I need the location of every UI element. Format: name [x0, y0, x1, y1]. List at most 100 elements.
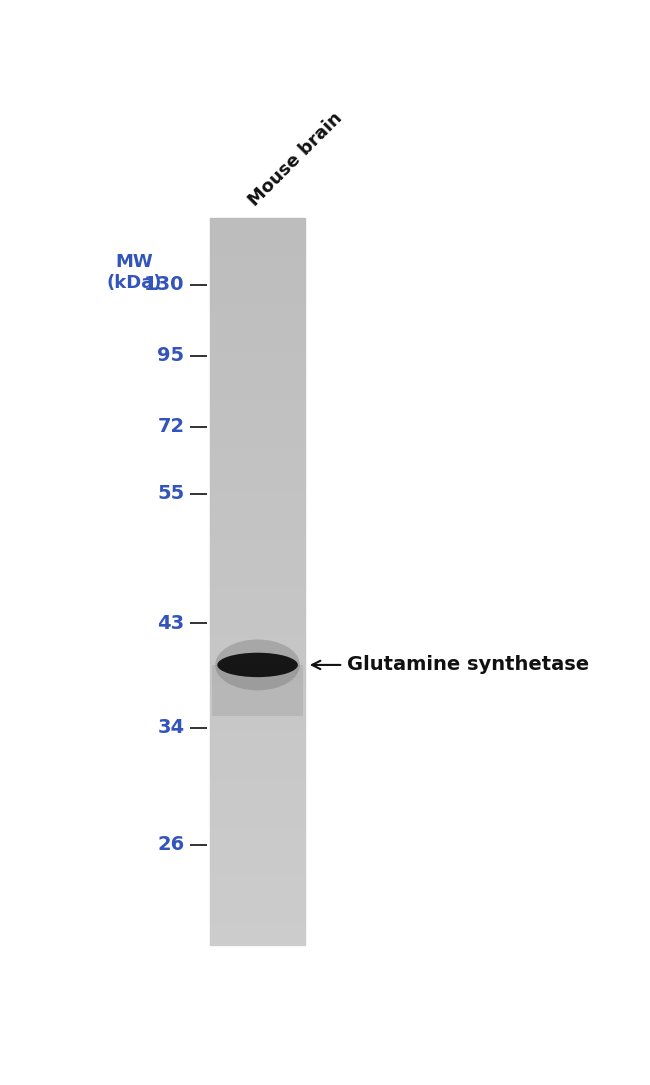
Bar [210, 458, 306, 460]
Bar [210, 889, 306, 892]
Bar [210, 281, 306, 283]
Bar [210, 879, 306, 882]
Bar [210, 727, 306, 729]
Bar [210, 334, 306, 336]
Bar [210, 417, 306, 419]
Bar [210, 937, 306, 940]
Bar [210, 230, 306, 232]
Bar [210, 295, 306, 298]
Bar [210, 816, 306, 819]
Bar [210, 557, 306, 560]
Bar [210, 800, 306, 802]
Bar [210, 407, 306, 409]
Bar [210, 668, 306, 671]
Bar [210, 332, 306, 334]
Bar [210, 933, 306, 935]
Bar [210, 566, 306, 570]
Bar [210, 892, 306, 894]
Bar [210, 596, 306, 598]
Bar [210, 806, 306, 809]
Bar [210, 499, 306, 501]
Bar [210, 523, 306, 525]
Bar [210, 749, 306, 751]
Bar [210, 906, 306, 908]
Bar [210, 794, 306, 797]
Bar [210, 621, 306, 623]
Bar [210, 603, 306, 605]
Bar [210, 348, 306, 352]
Bar [210, 399, 306, 403]
Bar [210, 548, 306, 550]
Bar [210, 395, 306, 397]
Bar [210, 387, 306, 390]
Bar [210, 516, 306, 519]
Bar [210, 579, 306, 582]
Bar [210, 719, 306, 722]
Bar [210, 528, 306, 531]
Bar [210, 307, 306, 310]
Bar [210, 860, 306, 863]
Bar [210, 358, 306, 361]
Bar [210, 409, 306, 411]
Bar [210, 841, 306, 843]
Text: 95: 95 [157, 346, 185, 366]
Bar [210, 627, 306, 629]
Bar [210, 324, 306, 327]
Bar [210, 363, 306, 366]
Bar [210, 758, 306, 761]
Bar [210, 291, 306, 293]
Bar [210, 533, 306, 535]
Bar [210, 629, 306, 633]
Bar [210, 707, 306, 710]
Bar [210, 261, 306, 264]
Bar [210, 339, 306, 342]
Bar [210, 652, 306, 654]
Bar [210, 910, 306, 914]
Bar [210, 356, 306, 358]
Bar [210, 480, 306, 482]
Bar [210, 330, 306, 332]
Bar [210, 492, 306, 494]
Bar [210, 380, 306, 383]
Bar [210, 322, 306, 324]
Bar [210, 572, 306, 574]
Bar [210, 835, 306, 838]
Bar [210, 686, 306, 688]
Bar [210, 315, 306, 317]
Bar [210, 617, 306, 621]
Bar [210, 482, 306, 484]
Bar [210, 368, 306, 371]
Bar [210, 792, 306, 794]
Text: 26: 26 [157, 835, 185, 854]
Bar [210, 475, 306, 477]
Bar [210, 633, 306, 635]
Bar [210, 218, 306, 220]
Bar [210, 853, 306, 855]
Bar [210, 743, 306, 746]
Ellipse shape [217, 653, 298, 677]
Bar [210, 722, 306, 725]
Bar [210, 761, 306, 763]
Bar [210, 642, 306, 644]
Bar [210, 843, 306, 845]
Bar [210, 935, 306, 937]
Bar [210, 276, 306, 279]
Bar [210, 739, 306, 741]
Bar [210, 576, 306, 579]
Bar [210, 545, 306, 548]
Bar [210, 684, 306, 686]
Bar [210, 460, 306, 462]
Bar [210, 342, 306, 344]
Bar [210, 731, 306, 733]
Bar [210, 429, 306, 431]
Bar [210, 872, 306, 875]
Bar [210, 940, 306, 943]
Bar [210, 902, 306, 904]
Bar [210, 717, 306, 719]
Bar [210, 784, 306, 788]
Bar [210, 904, 306, 906]
Bar [210, 538, 306, 540]
Bar [210, 664, 306, 666]
Bar [210, 477, 306, 480]
Bar [210, 790, 306, 792]
